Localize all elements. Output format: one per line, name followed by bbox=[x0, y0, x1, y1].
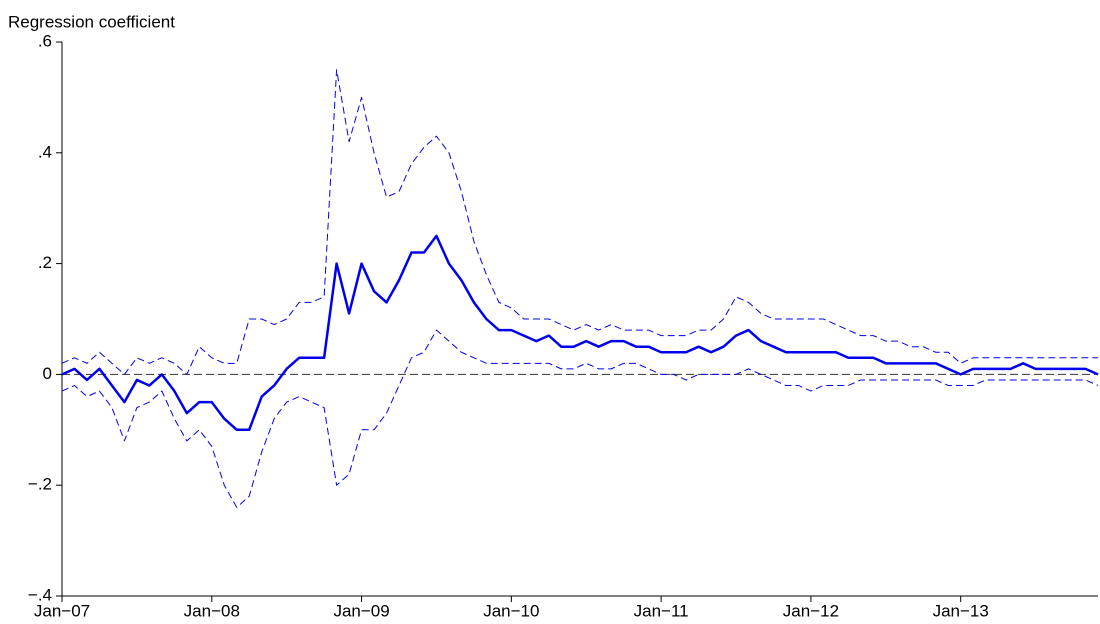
band-line bbox=[61, 69, 1098, 375]
y-tick-label: −.2 bbox=[28, 475, 52, 494]
y-tick-label: −.4 bbox=[28, 585, 52, 604]
x-tick-label: Jan−07 bbox=[34, 601, 90, 620]
band-line bbox=[61, 329, 1099, 508]
x-tick-label: Jan−10 bbox=[483, 601, 539, 620]
x-tick-label: Jan−08 bbox=[184, 601, 240, 620]
x-tick-label: Jan−11 bbox=[634, 601, 689, 620]
x-tick-label: Jan−13 bbox=[933, 601, 989, 620]
y-tick-label: .2 bbox=[38, 253, 52, 272]
x-tick-label: Jan−12 bbox=[783, 601, 839, 620]
y-tick-label: .6 bbox=[38, 31, 52, 50]
coefficient-line bbox=[61, 234, 1099, 432]
y-axis-title: Regression coefficient bbox=[8, 12, 175, 31]
y-tick-label: .4 bbox=[38, 142, 52, 161]
x-tick-label: Jan−09 bbox=[333, 601, 389, 620]
y-tick-label: 0 bbox=[43, 364, 52, 383]
